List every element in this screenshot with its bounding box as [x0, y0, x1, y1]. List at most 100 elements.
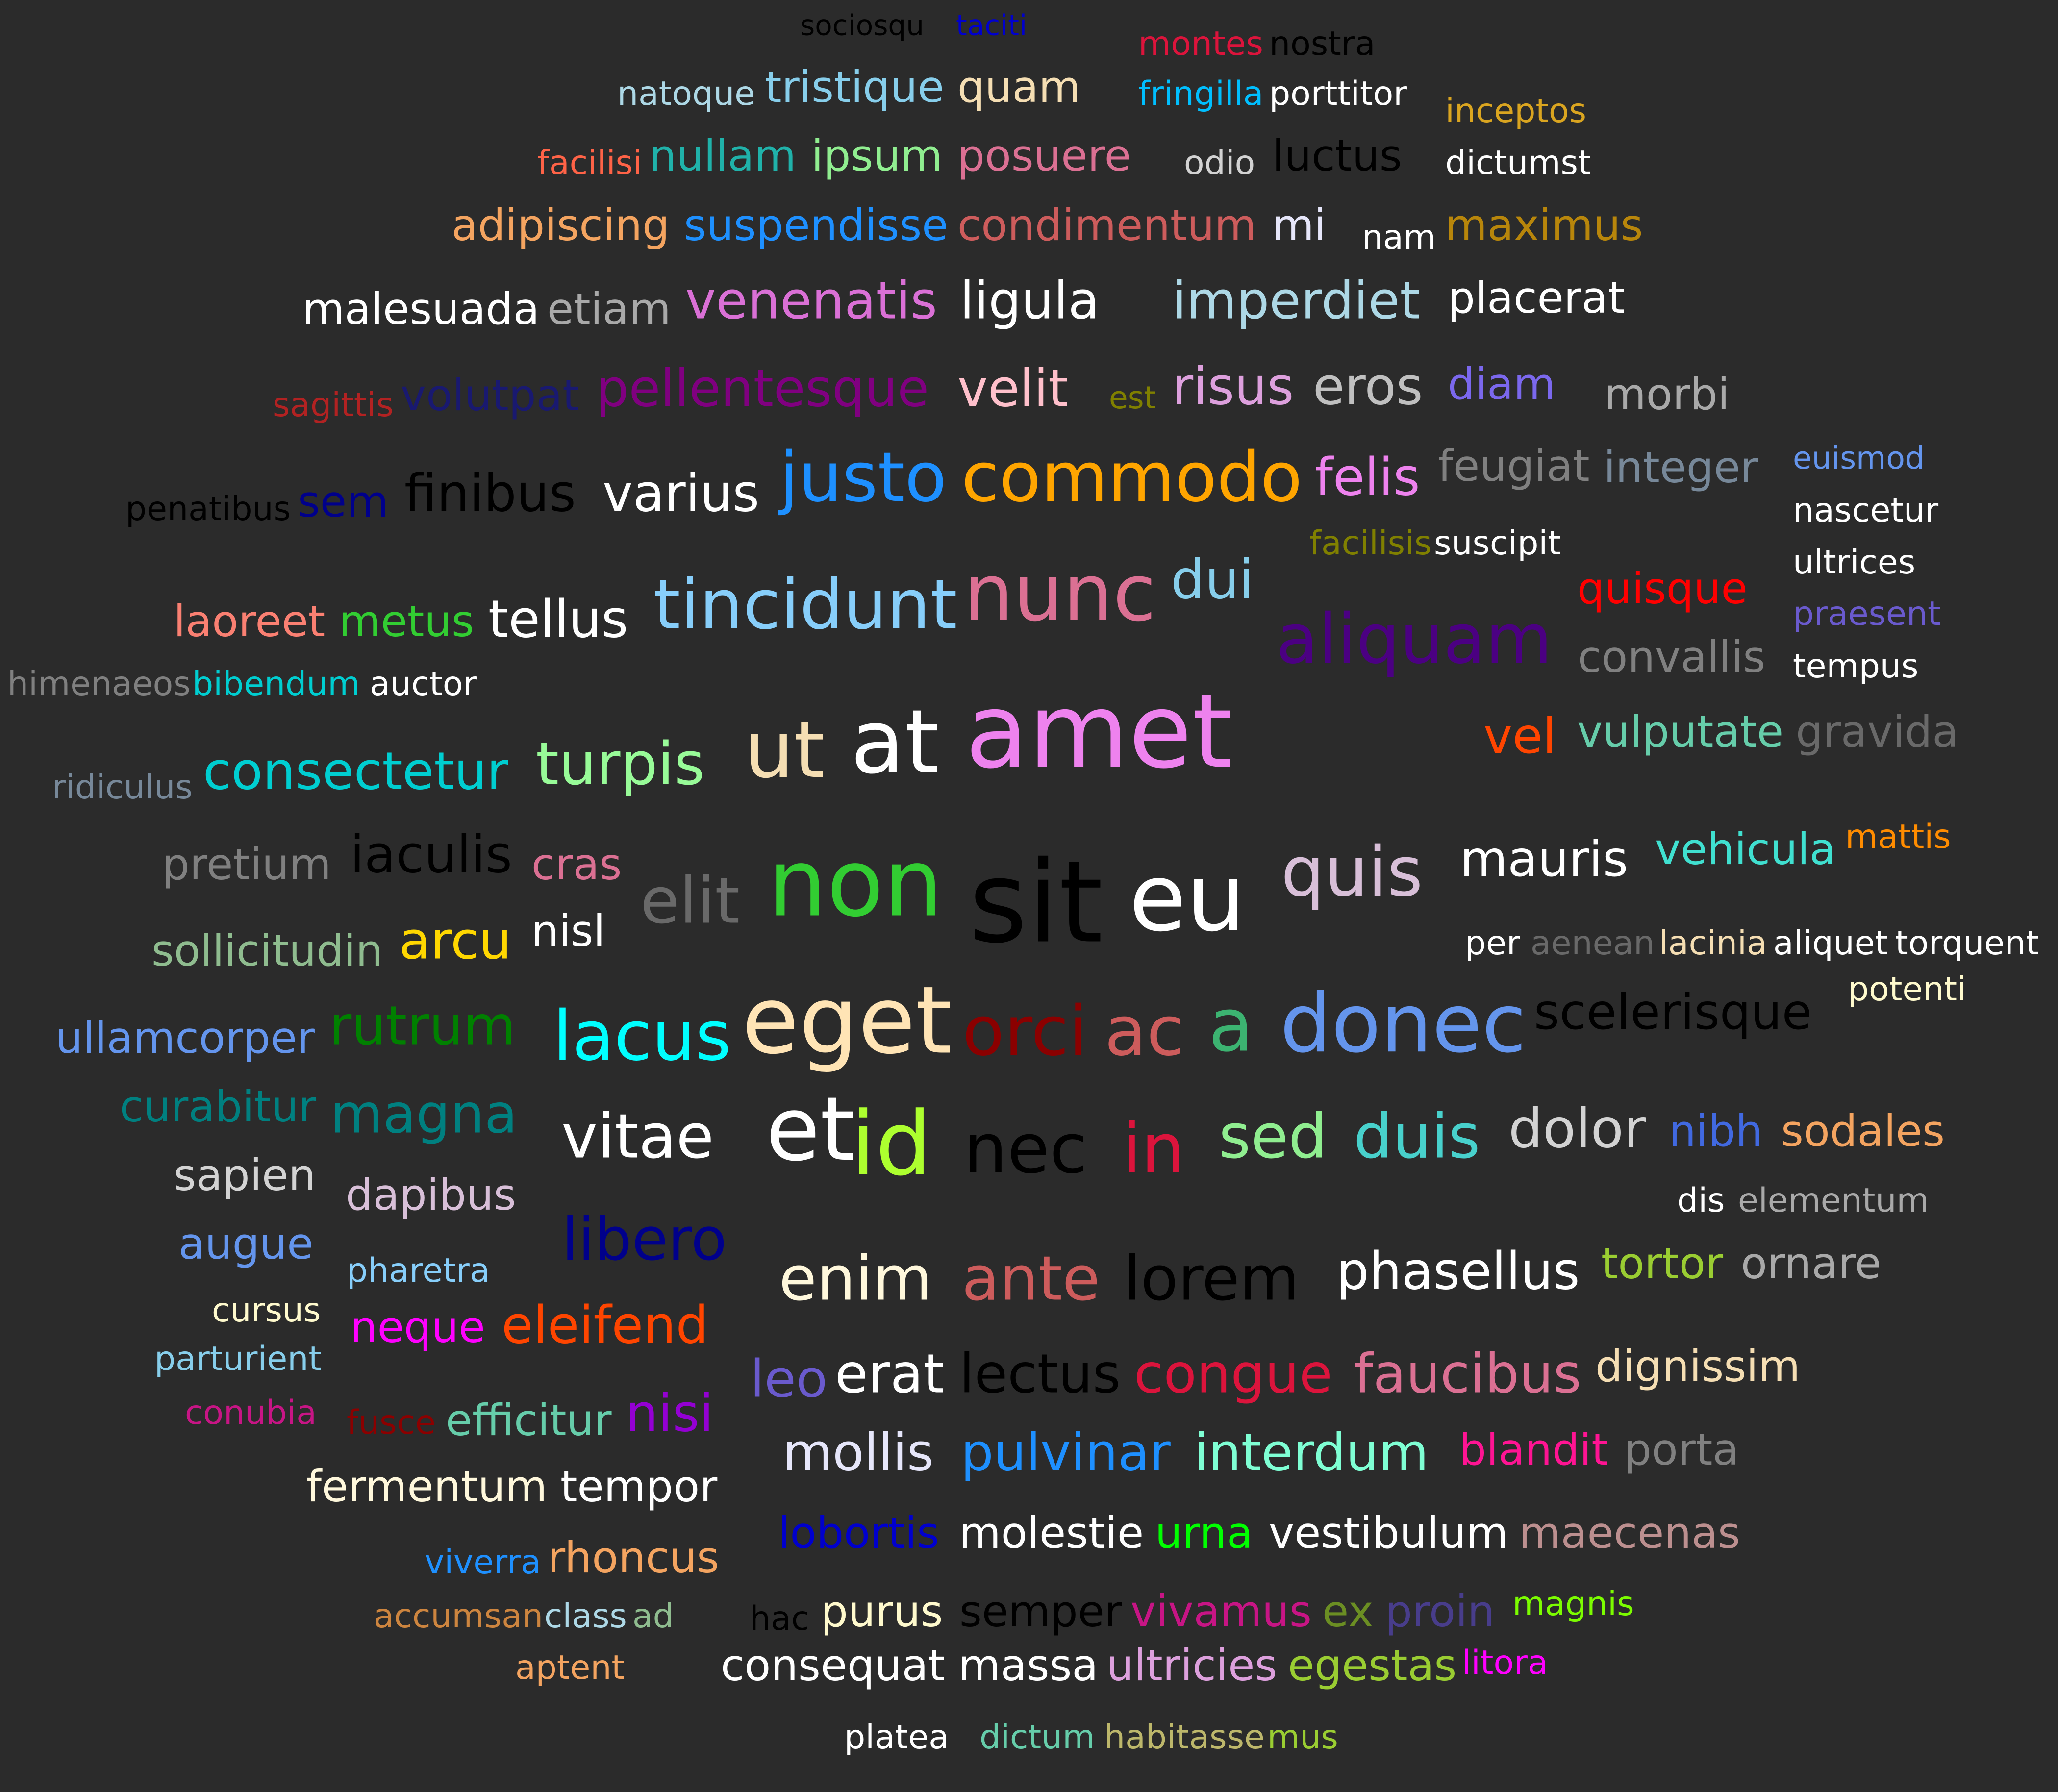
- cloud-word: eget: [742, 966, 952, 1075]
- cloud-word: scelerisque: [1534, 983, 1812, 1041]
- cloud-word: sem: [298, 476, 389, 527]
- cloud-word: torquent: [1895, 924, 2039, 963]
- cloud-word: egestas: [1288, 1640, 1457, 1691]
- cloud-word: at: [851, 691, 939, 794]
- cloud-word: molestie: [959, 1508, 1144, 1558]
- cloud-word: eleifend: [502, 1295, 709, 1355]
- cloud-word: curabitur: [120, 1081, 317, 1132]
- cloud-word: sagittis: [273, 386, 394, 424]
- cloud-word: dignissim: [1595, 1341, 1801, 1392]
- cloud-word: ad: [632, 1597, 674, 1636]
- cloud-word: euismod: [1793, 440, 1925, 476]
- cloud-word: consectetur: [203, 741, 508, 801]
- cloud-word: donec: [1280, 976, 1527, 1071]
- cloud-word: nascetur: [1793, 491, 1939, 530]
- cloud-word: vel: [1483, 707, 1556, 765]
- cloud-word: justo: [779, 438, 947, 518]
- cloud-word: a: [1208, 983, 1254, 1069]
- cloud-word: viverra: [425, 1543, 541, 1582]
- cloud-word: accumsan: [374, 1597, 543, 1636]
- cloud-word: posuere: [957, 130, 1131, 181]
- cloud-word: pharetra: [347, 1251, 490, 1290]
- cloud-word: ultrices: [1793, 543, 1916, 582]
- cloud-word: purus: [821, 1586, 943, 1637]
- cloud-word: lobortis: [778, 1508, 939, 1558]
- cloud-word: porta: [1624, 1424, 1739, 1475]
- cloud-word: pellentesque: [596, 358, 929, 419]
- cloud-word: magna: [330, 1082, 518, 1145]
- cloud-word: per: [1465, 924, 1520, 963]
- cloud-word: eu: [1129, 844, 1246, 952]
- cloud-word: dis: [1677, 1181, 1725, 1220]
- cloud-word: fringilla: [1138, 75, 1264, 113]
- cloud-word: parturient: [154, 1340, 322, 1378]
- cloud-word: platea: [844, 1718, 949, 1757]
- cloud-word: dui: [1171, 548, 1255, 611]
- cloud-word: mauris: [1460, 830, 1629, 888]
- cloud-word: conubia: [185, 1394, 317, 1432]
- cloud-word: nisi: [626, 1383, 714, 1444]
- cloud-word: elit: [640, 863, 740, 938]
- cloud-word: himenaeos: [7, 665, 191, 703]
- cloud-word: mattis: [1845, 818, 1951, 856]
- cloud-word: rhoncus: [548, 1532, 720, 1583]
- cloud-word: iaculis: [350, 824, 512, 885]
- cloud-word: nostra: [1269, 25, 1376, 63]
- cloud-word: sit: [969, 837, 1103, 969]
- cloud-word: lorem: [1124, 1243, 1300, 1315]
- cloud-word: leo: [750, 1349, 828, 1409]
- cloud-word: tempor: [560, 1461, 718, 1512]
- cloud-word: ex: [1322, 1586, 1374, 1637]
- cloud-word: efficitur: [446, 1395, 612, 1445]
- cloud-word: congue: [1134, 1342, 1332, 1405]
- cloud-word: dolor: [1508, 1097, 1646, 1160]
- cloud-word: velit: [957, 358, 1069, 419]
- cloud-word: in: [1122, 1109, 1185, 1189]
- cloud-word: augue: [178, 1219, 314, 1269]
- cloud-word: ridiculus: [52, 768, 193, 807]
- cloud-word: vivamus: [1130, 1586, 1312, 1637]
- cloud-word: adipiscing: [452, 200, 670, 250]
- cloud-word: semper: [959, 1586, 1122, 1637]
- cloud-word: enim: [779, 1243, 932, 1315]
- cloud-word: facilisi: [537, 144, 642, 182]
- cloud-word: fusce: [347, 1403, 436, 1442]
- cloud-word: maximus: [1445, 200, 1643, 250]
- cloud-word: duis: [1354, 1101, 1481, 1172]
- cloud-word: lectus: [959, 1342, 1121, 1405]
- cloud-word: class: [544, 1597, 627, 1636]
- cloud-word: tellus: [488, 589, 628, 649]
- cloud-word: orci: [962, 992, 1088, 1071]
- cloud-word: inceptos: [1445, 92, 1587, 130]
- cloud-word: tortor: [1601, 1238, 1724, 1289]
- cloud-word: nam: [1362, 218, 1436, 257]
- cloud-word: amet: [965, 671, 1232, 792]
- cloud-word: lacus: [553, 996, 731, 1076]
- cloud-word: venenatis: [685, 271, 937, 331]
- cloud-word: consequat: [721, 1640, 946, 1691]
- cloud-word: finibus: [404, 463, 576, 523]
- cloud-word: commodo: [961, 438, 1303, 518]
- cloud-word: diam: [1448, 359, 1556, 409]
- cloud-word: id: [851, 1093, 932, 1195]
- cloud-word: quam: [957, 62, 1081, 112]
- cloud-word: feugiat: [1438, 441, 1590, 491]
- cloud-word: potenti: [1848, 970, 1966, 1009]
- cloud-word: nisl: [531, 906, 605, 956]
- cloud-word: hac: [750, 1599, 810, 1638]
- cloud-word: rutrum: [329, 994, 516, 1057]
- cloud-word: neque: [350, 1302, 485, 1352]
- cloud-word: faucibus: [1354, 1342, 1581, 1405]
- cloud-word: non: [768, 829, 943, 938]
- cloud-word: placerat: [1448, 273, 1625, 323]
- cloud-word: sociosqu: [800, 8, 924, 42]
- cloud-word: vehicula: [1655, 824, 1836, 874]
- cloud-word: dictum: [979, 1718, 1095, 1757]
- cloud-word: condimentum: [957, 200, 1256, 250]
- cloud-word: elementum: [1738, 1181, 1929, 1220]
- cloud-word: est: [1109, 379, 1156, 416]
- cloud-word: tincidunt: [653, 565, 957, 645]
- cloud-word: ligula: [960, 271, 1100, 331]
- cloud-word: ac: [1104, 992, 1184, 1071]
